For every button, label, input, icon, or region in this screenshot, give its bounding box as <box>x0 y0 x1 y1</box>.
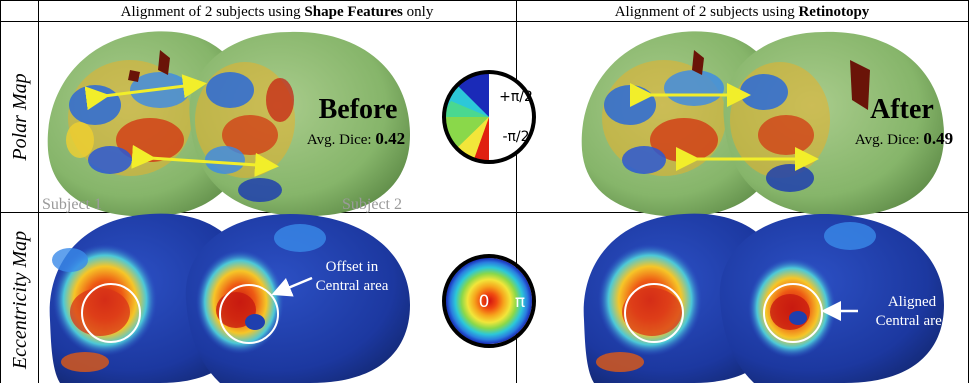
arrow-before-top <box>84 74 207 111</box>
after-title: After <box>870 94 934 125</box>
arrow-before-bottom <box>131 144 279 177</box>
ecc-circle-before-s2 <box>219 284 279 344</box>
offset-label-line1: Offset in <box>326 259 379 275</box>
subject2-label: Subject 2 <box>342 196 402 213</box>
offset-label-line2: Central area <box>316 278 389 294</box>
ecc-circle-after-s1 <box>624 283 684 343</box>
before-title: Before <box>319 94 398 125</box>
polar-legend: +π/2 -π/2 <box>442 70 536 164</box>
header-right: Alignment of 2 subjects using Retinotopy <box>615 4 870 20</box>
aligned-label-line1: Aligned <box>888 294 937 310</box>
ecc-legend-edge: π <box>515 292 525 312</box>
ecc-legend: 0 π <box>442 254 536 348</box>
polar-legend-bottom: -π/2 <box>502 129 529 145</box>
after-dice: Avg. Dice: 0.49 <box>855 129 953 148</box>
before-dice: Avg. Dice: 0.42 <box>307 129 405 148</box>
ecc-circle-before-s1 <box>81 283 141 343</box>
ecc-brain-before-subject2 <box>185 214 410 383</box>
subject1-label: Subject 1 <box>42 196 102 213</box>
row-label-eccentricity: Eccentricity Map <box>9 231 31 370</box>
row-label-polar: Polar Map <box>9 73 31 161</box>
polar-legend-top: +π/2 <box>499 89 533 105</box>
header-left: Alignment of 2 subjects using Shape Feat… <box>121 4 434 20</box>
aligned-label-line2: Central area <box>876 313 949 329</box>
ecc-legend-center: 0 <box>479 292 490 312</box>
arrow-offset <box>271 276 313 297</box>
